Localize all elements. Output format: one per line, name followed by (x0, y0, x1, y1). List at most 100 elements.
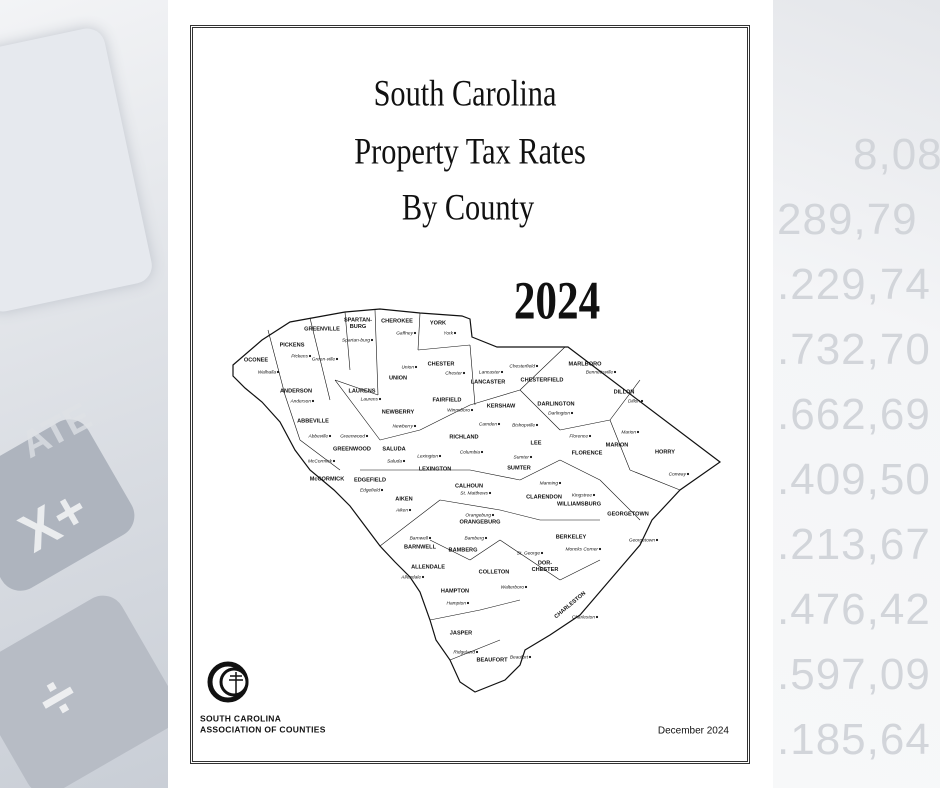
bg-number: .732,70 (777, 325, 931, 374)
county-label: CHESTER (532, 567, 559, 573)
town-dot (413, 331, 417, 335)
logo (207, 661, 249, 703)
town-dot (655, 538, 659, 542)
county-label: BAMBERG (449, 547, 478, 553)
town-label: Union (401, 364, 414, 370)
town-dot (414, 365, 418, 369)
county-label: HORRY (655, 449, 675, 455)
town-label: Georgetown (629, 537, 655, 543)
town-dot (540, 551, 544, 555)
town-dot (332, 459, 336, 463)
town-label: Saluda (387, 458, 402, 464)
county-label: ALLENDALE (411, 564, 445, 570)
town-dot (438, 454, 442, 458)
town-label: Charleston (572, 614, 596, 620)
bg-number: .597,09 (777, 650, 931, 699)
county-label: JASPER (450, 630, 472, 636)
year: 2024 (514, 270, 600, 331)
town-label: McCormick (308, 458, 333, 464)
town-dot (480, 450, 484, 454)
county-label: KERSHAW (487, 403, 516, 409)
county-label: HAMPTON (441, 588, 469, 594)
county-label: OCONEE (244, 357, 269, 363)
town-label: Hampton (447, 600, 467, 606)
county-label: WILLIAMSBURG (557, 501, 601, 507)
county-label: MARLBORO (569, 361, 603, 367)
county-label: BERKELEY (556, 534, 587, 540)
county-label: DOR- (538, 560, 552, 566)
town-label: Ridgeland (453, 649, 475, 655)
county-label: ANDERSON (280, 388, 312, 394)
town-label: Anderson (289, 398, 311, 404)
town-dot (462, 371, 466, 375)
town-label: Abbeville (308, 433, 329, 439)
town-label: York (443, 330, 453, 336)
town-label: Columbia (460, 449, 481, 455)
county-label: FLORENCE (572, 450, 603, 456)
town-dot (491, 513, 495, 517)
county-label: NEWBERRY (382, 409, 415, 415)
town-dot (328, 434, 332, 438)
bg-number: .229,74 (777, 260, 931, 309)
page-frame (190, 25, 750, 764)
town-dot (588, 434, 592, 438)
town-label: Edgefield (360, 487, 380, 493)
county-label: SUMTER (507, 465, 531, 471)
bg-number: .662,69 (777, 390, 931, 439)
bg-number: .213,67 (777, 520, 931, 569)
county-label: BARNWELL (404, 544, 437, 550)
town-dot (308, 354, 312, 358)
town-dot (488, 491, 492, 495)
town-dot (466, 601, 470, 605)
town-dot (535, 423, 539, 427)
town-dot (497, 422, 501, 426)
town-label: Green-ville (312, 356, 336, 362)
town-label: Kingstree (572, 492, 593, 498)
county-label: LAURENS (348, 388, 375, 394)
county-label: BURG (350, 324, 366, 330)
town-label: Orangeburg (465, 512, 491, 518)
county-label: BEAUFORT (476, 657, 508, 663)
town-dot (528, 655, 532, 659)
county-borders (267, 309, 681, 661)
town-dot (535, 364, 539, 368)
town-label: Conway (669, 471, 687, 477)
county-label: GREENWOOD (333, 446, 371, 452)
town-label: Darlington (548, 410, 570, 416)
county-label: LEE (531, 440, 542, 446)
town-dot (413, 424, 417, 428)
town-label: Moncks Corner (565, 546, 598, 552)
town-dot (686, 472, 690, 476)
town-dot (570, 411, 574, 415)
county-label: LANCASTER (471, 379, 506, 385)
town-label: Winnsboro (447, 407, 470, 413)
background-right: 8,08 289,79 .229,74 .732,70 .662,69 .409,50 .2… (773, 0, 940, 788)
town-label: Aiken (395, 507, 408, 513)
bg-number: 289,79 (777, 195, 918, 244)
town-dot (484, 536, 488, 540)
county-label: AIKEN (395, 496, 412, 502)
town-label: Newberry (392, 423, 413, 429)
town-dot (524, 585, 528, 589)
town-label: Bishopville (512, 422, 535, 428)
town-dot (335, 357, 339, 361)
county-label: CHESTER (428, 361, 455, 367)
town-label: Bennettsville (586, 369, 614, 375)
bg-number: .476,42 (777, 585, 931, 634)
title-line: By County (402, 188, 534, 228)
county-label: CHEROKEE (381, 318, 413, 324)
town-dot (598, 547, 602, 551)
town-dot (276, 370, 280, 374)
town-dot (365, 434, 369, 438)
town-dot (558, 481, 562, 485)
document-page: South Carolina Property Tax Rates By Cou… (168, 0, 773, 788)
town-dot (529, 455, 533, 459)
town-dot (475, 650, 479, 654)
town-label: Marion (621, 429, 636, 435)
town-dot (595, 615, 599, 619)
town-label: Walhalla (258, 369, 277, 375)
county-label: McCORMICK (310, 476, 345, 482)
town-label: St. Matthews (460, 490, 488, 496)
date: December 2024 (658, 726, 730, 737)
